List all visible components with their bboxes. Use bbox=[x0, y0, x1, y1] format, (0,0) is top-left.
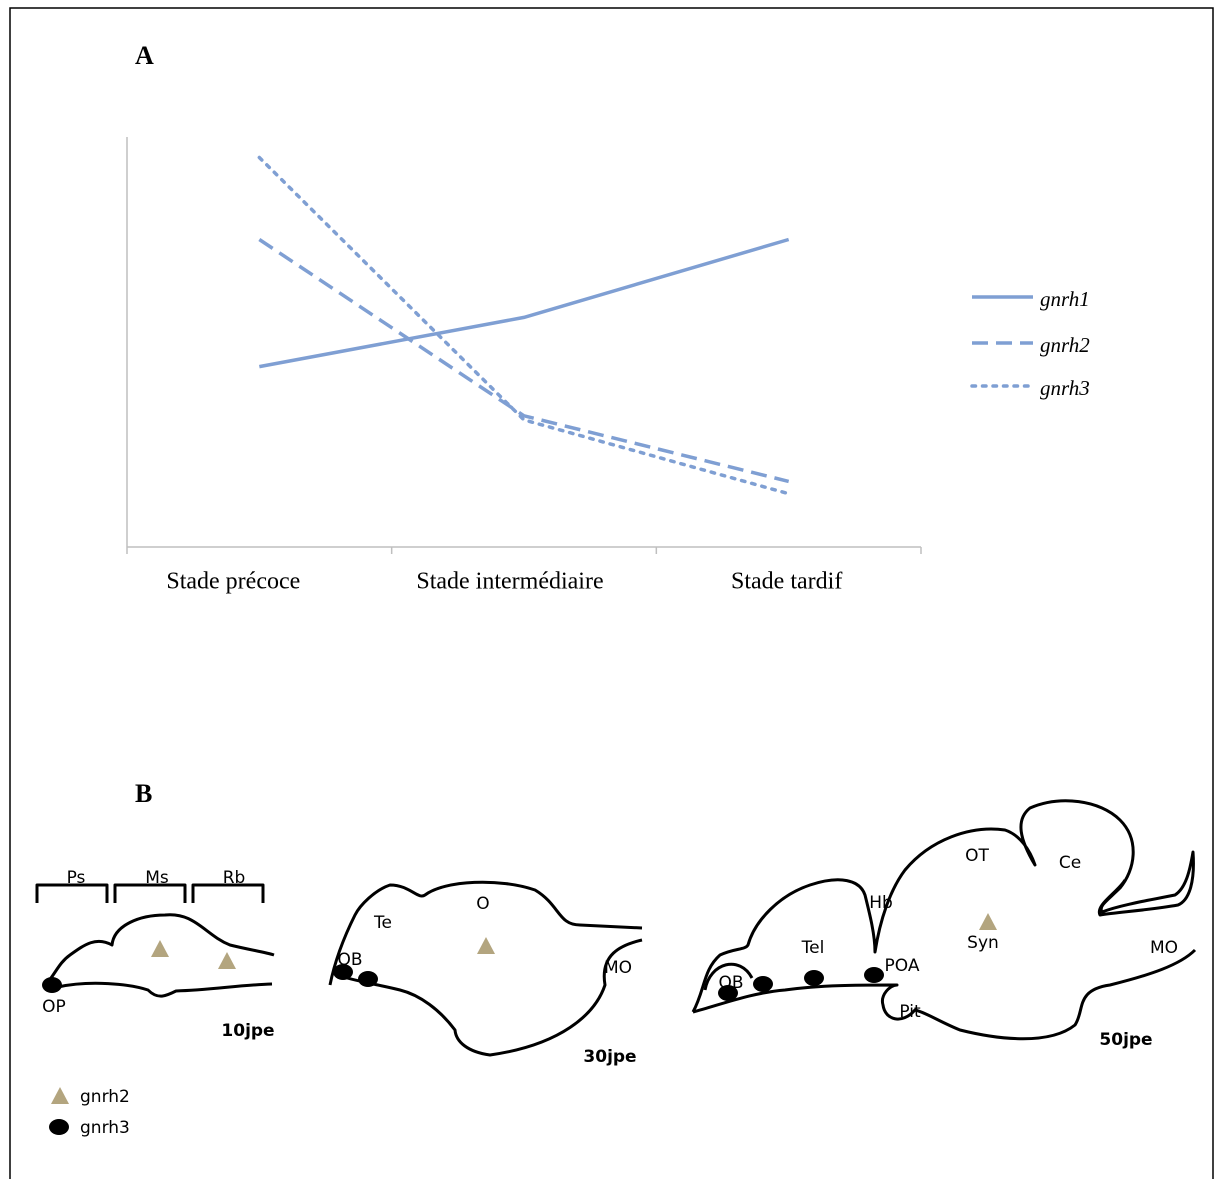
gnrh3-marker bbox=[358, 971, 378, 987]
region-label: O bbox=[476, 894, 489, 914]
legend-label: gnrh2 bbox=[1040, 333, 1090, 357]
outline bbox=[57, 981, 273, 998]
gnrh2-marker bbox=[151, 940, 169, 957]
legend-label: gnrh3 bbox=[1040, 376, 1090, 400]
region-label: MO bbox=[604, 958, 632, 978]
region-label: OP bbox=[42, 997, 66, 1017]
region-label: OB bbox=[337, 950, 362, 970]
gnrh2-marker bbox=[979, 913, 997, 930]
series-line bbox=[257, 155, 791, 496]
stage-label: 10jpe bbox=[221, 1021, 274, 1041]
series-line bbox=[259, 237, 790, 369]
outline bbox=[692, 948, 1197, 1041]
diagram-10jpe: Ps Ms Rb OP 10jpe bbox=[35, 868, 275, 1041]
x-tick-label: Stade tardif bbox=[731, 569, 842, 595]
legend-label: gnrh2 bbox=[80, 1087, 130, 1107]
outline bbox=[703, 962, 754, 991]
diagram-50jpe: OT Ce Hb Tel Syn MO OB POA Pit 50jpe bbox=[691, 799, 1197, 1050]
legend-marker bbox=[49, 1119, 69, 1135]
bracket bbox=[35, 883, 265, 903]
gnrh3-marker bbox=[718, 985, 738, 1001]
region-label: Tel bbox=[801, 938, 825, 958]
gnrh2-marker bbox=[218, 952, 236, 969]
gnrh3-marker bbox=[864, 967, 884, 983]
region-label: Ce bbox=[1059, 853, 1081, 873]
series-line bbox=[258, 238, 790, 484]
outline bbox=[339, 938, 643, 1057]
region-label: Ps bbox=[67, 868, 86, 888]
panel-label: B bbox=[135, 779, 152, 808]
gnrh3-marker bbox=[42, 977, 62, 993]
region-label: MO bbox=[1150, 938, 1178, 958]
region-label: POA bbox=[885, 956, 920, 976]
x-tick-label: Stade intermédiaire bbox=[416, 569, 603, 595]
stage-label: 30jpe bbox=[583, 1047, 636, 1067]
region-label: Ms bbox=[145, 868, 169, 888]
legend-label: gnrh1 bbox=[1040, 287, 1090, 311]
stage-label: 50jpe bbox=[1099, 1030, 1152, 1050]
legend-marker bbox=[51, 1087, 69, 1104]
frame bbox=[9, 7, 1214, 1179]
outline bbox=[46, 913, 275, 983]
x-tick-label: Stade précoce bbox=[166, 569, 300, 595]
diagram-30jpe: Te O OB MO 30jpe bbox=[328, 880, 643, 1067]
region-label: OB bbox=[718, 973, 743, 993]
region-label: Rb bbox=[223, 868, 246, 888]
gnrh3-marker bbox=[804, 970, 824, 986]
outline bbox=[691, 799, 1195, 1013]
region-label: Te bbox=[373, 913, 392, 933]
region-label: Hb bbox=[869, 893, 893, 913]
gnrh3-marker bbox=[753, 976, 773, 992]
region-label: Pit bbox=[899, 1002, 921, 1022]
region-label: Syn bbox=[967, 933, 999, 953]
region-label: OT bbox=[965, 846, 989, 866]
legend-label: gnrh3 bbox=[80, 1118, 130, 1138]
outline bbox=[328, 880, 643, 986]
gnrh2-marker bbox=[477, 937, 495, 954]
panel-label: A bbox=[135, 41, 154, 70]
gnrh3-marker bbox=[333, 964, 353, 980]
